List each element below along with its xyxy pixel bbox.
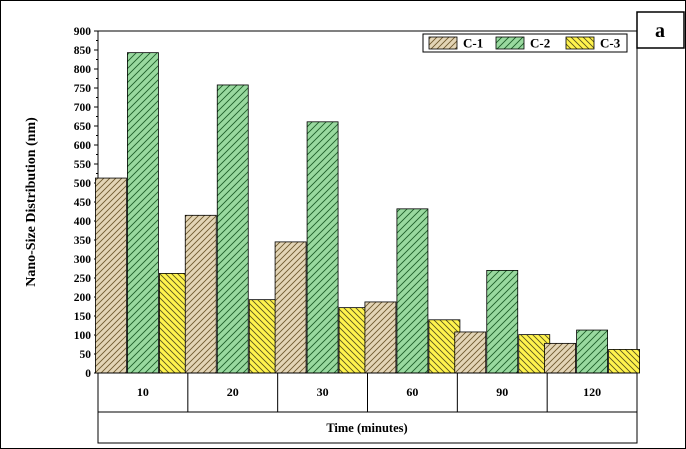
y-tick-label: 450 (74, 197, 92, 209)
bar-c-2-10 (127, 52, 159, 374)
y-tick-label: 300 (74, 254, 92, 266)
y-tick-label: 250 (74, 273, 92, 285)
y-tick-label: 100 (74, 330, 92, 342)
bar-c-2-20 (216, 84, 249, 374)
legend-swatch-c2 (495, 36, 525, 50)
x-category-label: 90 (496, 385, 508, 399)
x-category-label: 30 (317, 385, 329, 399)
bar-c-2-120 (576, 329, 608, 374)
y-axis: 0 50 100 150 200 250 300 350 400 450 500 550 600 650 7… (74, 26, 99, 380)
bar-c-1-30 (274, 241, 307, 374)
legend-label-c3: C-3 (600, 36, 621, 51)
x-category-label: 10 (137, 385, 149, 399)
y-tick-label: 150 (74, 311, 92, 323)
bar-c-1-20 (184, 214, 217, 374)
x-axis-title: Time (minutes) (326, 421, 407, 435)
legend: C-1 C-2 C-3 (422, 33, 628, 53)
legend-label-c1: C-1 (463, 36, 483, 51)
y-tick-label: 850 (74, 45, 92, 57)
bar-c-3-120 (608, 349, 640, 374)
x-category-label: 120 (583, 385, 601, 399)
y-tick-label: 650 (74, 121, 92, 133)
y-tick-label: 0 (85, 368, 91, 380)
category-table: 10 20 30 60 90 120 Time (minutes) (97, 372, 638, 444)
bar-c-1-10 (95, 177, 127, 374)
y-tick-label: 50 (80, 349, 92, 361)
x-category-label: 60 (406, 385, 418, 399)
y-tick-label: 750 (74, 83, 92, 95)
legend-swatch-c3 (565, 36, 595, 50)
y-axis-title: Nano-Size Distribution (nm) (24, 117, 39, 287)
y-tick-label: 400 (74, 216, 92, 228)
y-tick-label: 900 (74, 26, 92, 38)
panel-label-box (636, 11, 685, 49)
y-tick-label: 700 (74, 102, 92, 114)
legend-swatch-c1 (428, 36, 458, 50)
y-tick-label: 550 (74, 159, 92, 171)
y-tick-label: 350 (74, 235, 92, 247)
y-tick-label: 600 (74, 140, 92, 152)
x-category-label: 20 (227, 385, 239, 399)
bar-c-1-60 (364, 301, 397, 374)
panel-label-text: a (655, 20, 665, 42)
y-tick-label: 800 (74, 64, 92, 76)
panel-label: a (636, 11, 685, 49)
bar-c-2-90 (486, 269, 519, 374)
legend-label-c2: C-2 (530, 36, 550, 51)
bar-c-1-120 (544, 342, 576, 374)
bar-c-1-90 (454, 331, 487, 374)
y-tick-label: 200 (74, 292, 92, 304)
bars (95, 52, 640, 374)
bar-c-2-30 (306, 121, 339, 374)
y-tick-label: 500 (74, 178, 92, 190)
bar-c-2-60 (396, 208, 429, 374)
